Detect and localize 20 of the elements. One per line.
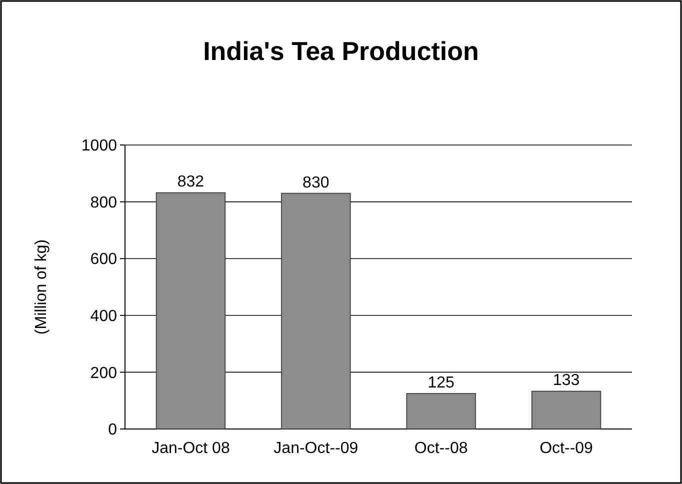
y-tick-label: 0 xyxy=(108,422,118,439)
x-tick-label: Jan-Oct 08 xyxy=(152,440,230,457)
bar xyxy=(156,192,226,430)
y-tick-label: 1000 xyxy=(81,138,118,155)
x-tick-label: Oct--09 xyxy=(540,440,594,457)
y-tick-label: 200 xyxy=(90,364,118,382)
data-label: 830 xyxy=(302,174,330,192)
data-label: 125 xyxy=(428,374,455,392)
y-tick-label: 800 xyxy=(90,194,118,212)
chart-title: India's Tea Production xyxy=(203,36,479,66)
y-axis-title: (Million of kg) xyxy=(33,239,50,335)
x-tick-label: Jan-Oct--09 xyxy=(274,440,358,457)
data-label: 832 xyxy=(177,174,204,191)
bar xyxy=(531,390,602,430)
bar xyxy=(406,393,476,430)
data-label: 133 xyxy=(552,372,580,390)
x-tick-label: Oct--08 xyxy=(414,440,468,457)
bar xyxy=(281,192,351,430)
y-tick-label: 600 xyxy=(90,251,118,268)
y-tick-label: 400 xyxy=(90,308,118,325)
